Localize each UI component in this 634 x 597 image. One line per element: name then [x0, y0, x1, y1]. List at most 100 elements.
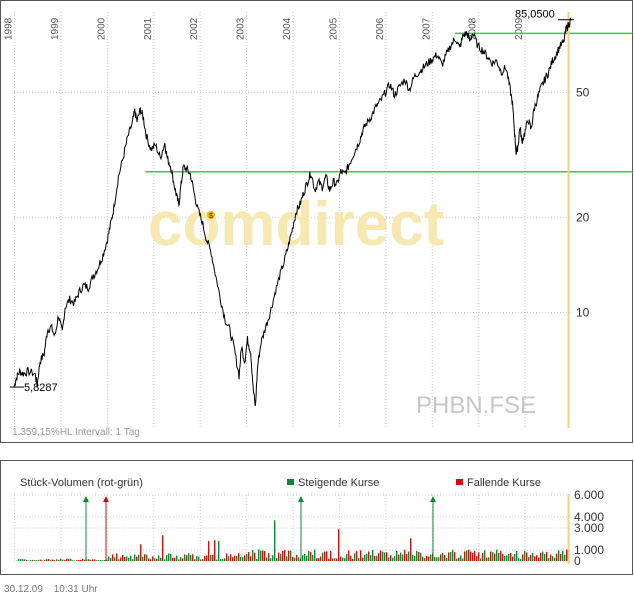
price-series: [13, 17, 572, 407]
volume-bar: [216, 559, 218, 561]
volume-bar: [330, 550, 332, 561]
volume-bar: [530, 554, 532, 561]
volume-bar: [62, 559, 64, 561]
volume-bar: [322, 552, 324, 561]
volume-bar: [560, 553, 562, 561]
legend-rising: Steigende Kurse: [287, 477, 379, 489]
volume-bar: [336, 558, 338, 561]
volume-bar: [248, 552, 250, 561]
volume-bar: [388, 557, 390, 561]
volume-bar: [324, 551, 326, 561]
volume-arrows: [83, 496, 436, 561]
volume-bar: [52, 559, 54, 561]
volume-bar: [208, 541, 210, 561]
volume-bar: [254, 552, 256, 561]
volume-bar: [90, 560, 92, 561]
volume-bar: [356, 551, 358, 561]
volume-bar: [422, 556, 424, 561]
volume-bar: [120, 557, 122, 561]
volume-bar: [386, 552, 388, 561]
volume-bar: [374, 555, 376, 561]
volume-bar: [144, 554, 146, 561]
volume-bar: [338, 529, 340, 561]
legend-falling-label: Fallende Kurse: [467, 477, 541, 489]
volume-bar: [230, 554, 232, 561]
volume-bar: [512, 556, 514, 561]
volume-bar: [358, 558, 360, 561]
volume-bar: [268, 553, 270, 561]
volume-bar: [114, 557, 116, 561]
volume-bar: [566, 549, 568, 561]
start-price-label: 5,8287: [24, 382, 58, 394]
volume-bar: [532, 552, 534, 561]
volume-bar: [554, 557, 556, 561]
volume-bar: [376, 555, 378, 561]
volume-bar: [234, 555, 236, 561]
volume-bar: [518, 558, 520, 561]
volume-bar: [36, 560, 38, 561]
volume-bar: [524, 551, 526, 561]
volume-bar: [108, 556, 110, 561]
volume-bar: [550, 554, 552, 561]
volume-bar: [466, 550, 468, 561]
volume-bar: [404, 549, 406, 561]
volume-bar: [504, 556, 506, 561]
volume-bar: [534, 556, 536, 561]
volume-bar: [294, 557, 296, 561]
volume-bar: [556, 553, 558, 561]
volume-bar: [116, 553, 118, 561]
volume-bar: [320, 556, 322, 561]
volume-bar: [228, 556, 230, 561]
last-price-label: 85,0500: [515, 9, 555, 21]
volume-bar: [390, 555, 392, 561]
volume-bar: [514, 553, 516, 561]
volume-bar: [84, 559, 86, 561]
volume-bar: [270, 558, 272, 561]
volume-bar: [366, 553, 368, 561]
volume-bar: [490, 551, 492, 561]
volume-bar: [34, 560, 36, 561]
volume-bar: [226, 553, 228, 561]
year-label: 2004: [282, 17, 293, 40]
volume-bar: [20, 559, 22, 561]
volume-bar: [130, 555, 132, 561]
volume-bar: [56, 559, 58, 561]
volume-bar: [64, 559, 66, 561]
year-label: 2000: [96, 17, 107, 40]
volume-bar: [342, 557, 344, 561]
volume-bar: [140, 544, 142, 561]
volume-bar: [414, 556, 416, 561]
footer: 30.12.09 10:31 Uhr: [4, 584, 106, 595]
volume-bar: [42, 560, 44, 561]
volume-bar: [548, 558, 550, 561]
volume-bar: [354, 553, 356, 561]
volume-bar: [292, 556, 294, 561]
volume-bar: [350, 555, 352, 561]
volume-bar: [408, 551, 410, 561]
volume-bar: [546, 551, 548, 561]
volume-bar: [240, 557, 242, 561]
volume-bar: [264, 551, 266, 561]
volume-bar: [212, 554, 214, 561]
volume-bar: [48, 559, 50, 561]
volume-bar: [402, 554, 404, 561]
volume-bar: [168, 553, 170, 561]
year-label: 2006: [375, 17, 386, 40]
volume-bar: [218, 541, 220, 561]
volume-bar: [364, 554, 366, 561]
volume-bar: [176, 555, 178, 561]
volume-bar: [326, 551, 328, 561]
volume-spike-arrow: [298, 496, 304, 502]
volume-bar: [58, 560, 60, 561]
volume-bar: [462, 558, 464, 561]
volume-bar: [384, 552, 386, 561]
volume-bar: [232, 557, 234, 561]
volume-bar: [102, 560, 104, 561]
volume-bar: [162, 535, 164, 561]
volume-bar: [426, 555, 428, 561]
volume-bar: [472, 552, 474, 561]
volume-bar: [442, 552, 444, 561]
volume-bar: [318, 558, 320, 561]
horizontal-lines: [145, 32, 633, 173]
volume-bar: [412, 554, 414, 561]
